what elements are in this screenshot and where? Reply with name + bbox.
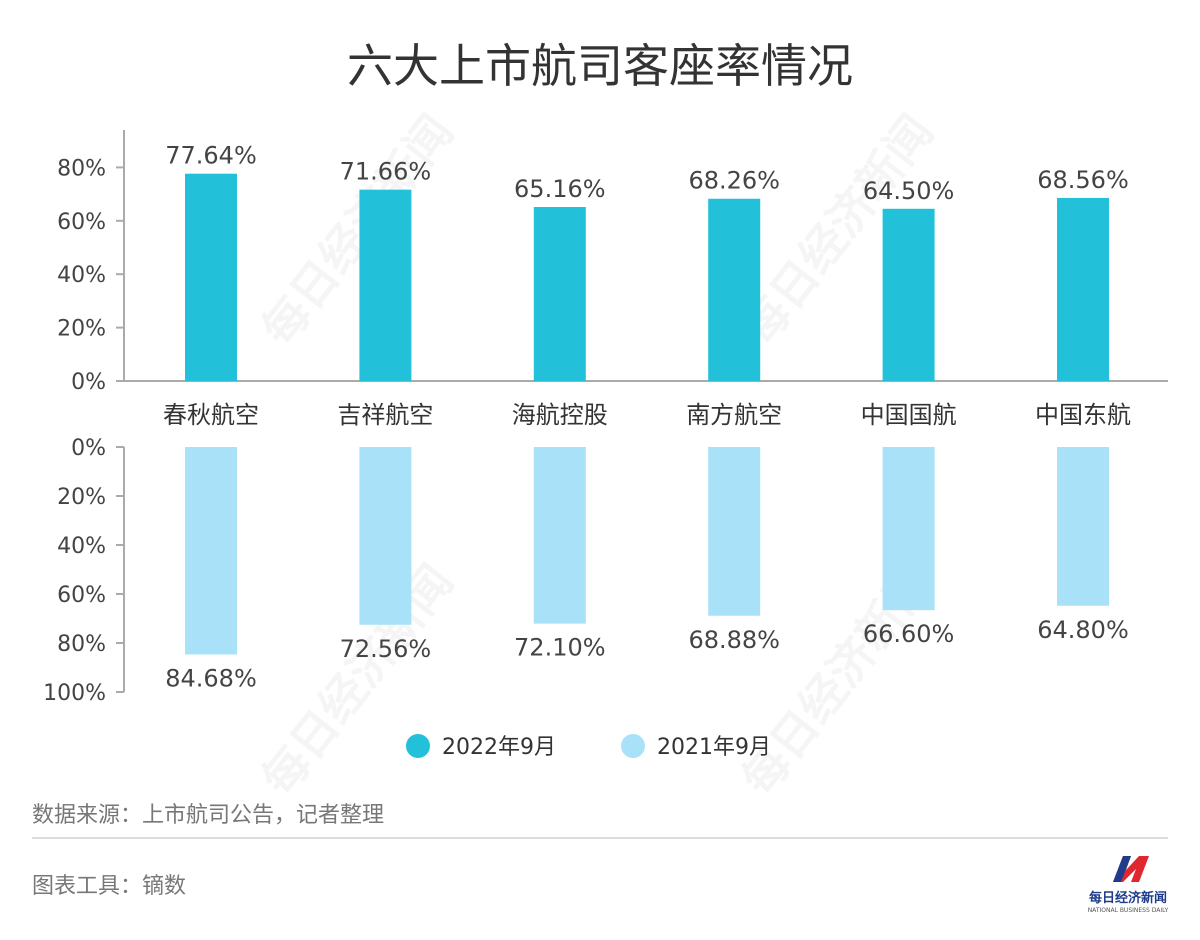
data-label-2022: 68.26%	[688, 167, 780, 195]
legend-marker-2022	[406, 734, 430, 758]
legend-label-2021: 2021年9月	[657, 735, 771, 760]
top-y-tick-label: 80%	[57, 156, 106, 181]
bar-2022	[185, 173, 237, 381]
top-y-tick-label: 0%	[71, 370, 106, 395]
bar-2022	[533, 207, 586, 381]
bottom-y-tick-label: 60%	[57, 583, 106, 608]
logo-subtitle: NATIONAL BUSINESS DAILY	[1088, 907, 1169, 914]
top-y-tick-label: 20%	[57, 317, 106, 342]
watermark-text: 每日经济新闻	[251, 105, 463, 356]
category-label: 吉祥航空	[337, 401, 433, 429]
bottom-y-tick-label: 100%	[43, 681, 106, 706]
data-label-2022: 68.56%	[1037, 166, 1129, 194]
data-label-2021: 84.68%	[165, 664, 257, 692]
top-y-tick-label: 60%	[57, 210, 106, 235]
legend-marker-2021	[621, 734, 645, 758]
data-label-2021: 72.10%	[514, 634, 606, 662]
bottom-y-tick-label: 20%	[57, 485, 106, 510]
data-label-2021: 64.80%	[1037, 616, 1129, 644]
category-label: 南方航空	[686, 401, 782, 429]
bar-2022	[882, 208, 935, 381]
watermark-text: 每日经济新闻	[251, 555, 463, 806]
bar-2021	[533, 447, 586, 624]
bottom-y-tick-label: 0%	[71, 436, 106, 461]
bottom-y-tick-label: 80%	[57, 632, 106, 657]
source-note: 数据来源：上市航司公告，记者整理	[32, 803, 384, 828]
legend: 2022年9月 2021年9月	[406, 734, 771, 760]
bar-2021	[359, 447, 412, 625]
bar-2022	[1057, 197, 1109, 381]
category-label: 中国国航	[861, 401, 957, 429]
data-label-2022: 65.16%	[514, 175, 606, 203]
category-label: 中国东航	[1035, 401, 1131, 429]
top-y-tick-label: 40%	[57, 263, 106, 288]
legend-label-2022: 2022年9月	[442, 735, 556, 760]
tool-note: 图表工具：镝数	[32, 874, 186, 899]
data-label-2021: 68.88%	[688, 626, 780, 654]
category-label: 海航控股	[512, 401, 608, 429]
bar-2021	[882, 447, 935, 611]
category-label: 春秋航空	[163, 401, 259, 429]
bar-2021	[708, 447, 761, 616]
chart-title: 六大上市航司客座率情况	[347, 39, 853, 93]
bottom-y-tick-label: 40%	[57, 534, 106, 559]
bar-2022	[359, 189, 412, 381]
brand-logo: 每日经济新闻 NATIONAL BUSINESS DAILY	[1088, 856, 1169, 914]
data-label-2022: 77.64%	[165, 142, 257, 170]
data-label-2022: 71.66%	[340, 158, 432, 186]
logo-mark-accent-icon	[1113, 856, 1131, 882]
data-label-2022: 64.50%	[863, 177, 955, 205]
bar-2021	[185, 447, 237, 655]
logo-name: 每日经济新闻	[1089, 890, 1167, 906]
data-label-2021: 72.56%	[340, 635, 432, 663]
data-label-2021: 66.60%	[863, 620, 955, 648]
bar-2021	[1057, 447, 1109, 606]
bar-2022	[708, 198, 761, 381]
